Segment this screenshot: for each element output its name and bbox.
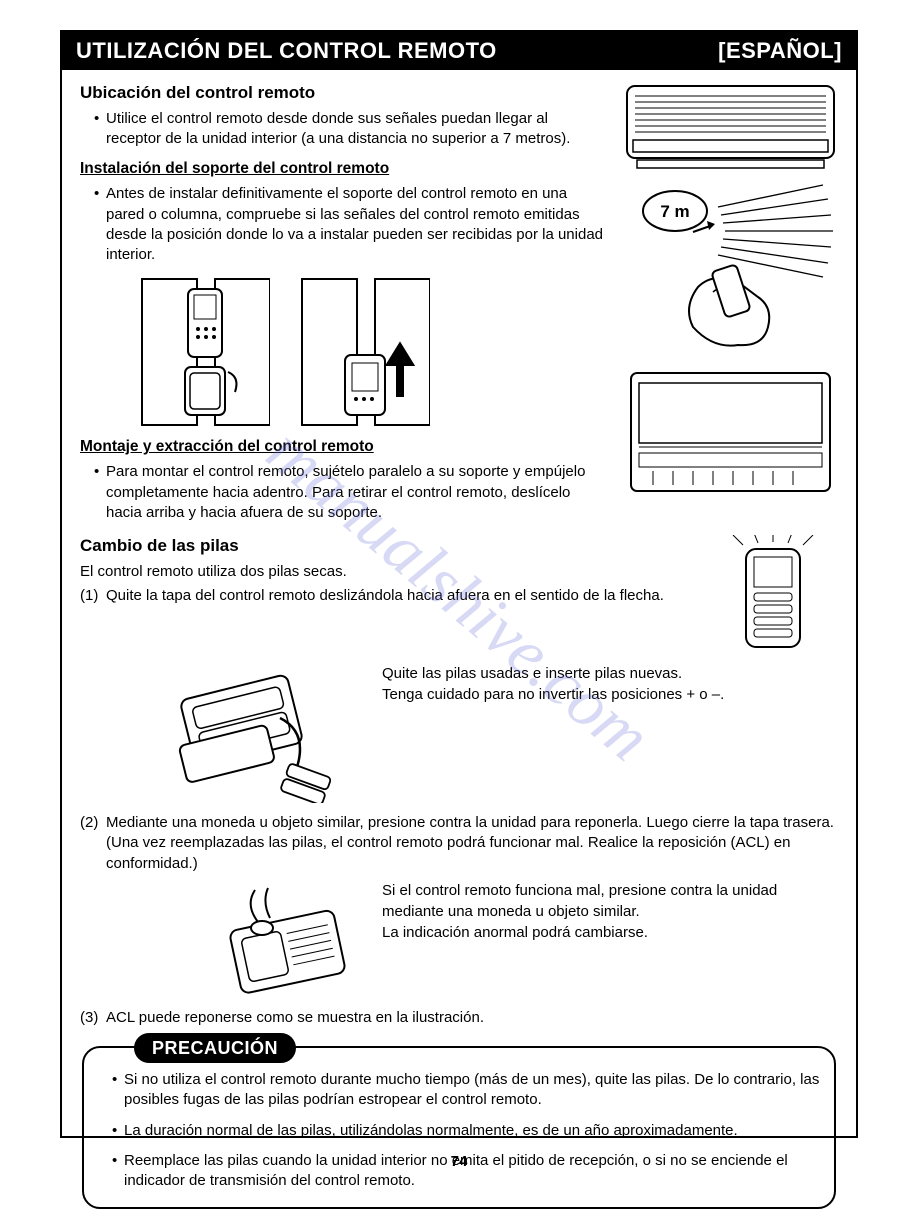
section-instalacion-title: Instalación del soporte del control remo… <box>80 159 605 180</box>
coin-reset-icon <box>210 880 360 1000</box>
header-lang: [ESPAÑOL] <box>718 38 842 64</box>
header-bar: UTILIZACIÓN DEL CONTROL REMOTO [ESPAÑOL] <box>62 32 856 70</box>
step-2: (2) Mediante una moneda u objeto similar… <box>80 813 838 874</box>
content-area: Ubicación del control remoto Utilice el … <box>62 70 856 1225</box>
coin-note-2: La indicación anormal podrá cambiarse. <box>382 922 782 943</box>
caution-bullet-2: La duración normal de las pilas, utilizá… <box>112 1121 820 1141</box>
coin-illustration-row: Si el control remoto funciona mal, presi… <box>210 880 838 1000</box>
battery-compartment-icon <box>170 663 360 803</box>
step-1-text: Quite la tapa del control remoto deslizá… <box>106 587 664 604</box>
coin-note-1: Si el control remoto funciona mal, presi… <box>382 880 782 922</box>
bracket-remove-icon <box>300 277 430 427</box>
battery-note-1: Quite las pilas usadas e inserte pilas n… <box>382 663 724 684</box>
hand-remote-signal-icon: 7 m <box>623 177 838 367</box>
page-number: 74 <box>0 1153 918 1170</box>
bracket-illustrations <box>140 277 605 427</box>
section-cambio-title: Cambio de las pilas <box>80 535 710 558</box>
small-remote-icon <box>728 535 818 655</box>
caution-label: PRECAUCIÓN <box>134 1033 296 1063</box>
step-3-num: (3) <box>80 1008 98 1028</box>
section-ubicacion-title: Ubicación del control remoto <box>80 82 605 105</box>
section-cambio-intro: El control remoto utiliza dos pilas seca… <box>80 562 710 582</box>
step-1: (1) Quite la tapa del control remoto des… <box>80 586 710 606</box>
bracket-mount-icon <box>140 277 270 427</box>
page-frame: UTILIZACIÓN DEL CONTROL REMOTO [ESPAÑOL]… <box>60 30 858 1138</box>
step-2-text: Mediante una moneda u objeto similar, pr… <box>106 814 834 872</box>
section-montaje-title: Montaje y extracción del control remoto <box>80 437 605 458</box>
distance-label: 7 m <box>660 202 689 221</box>
section-ubicacion-bullet: Utilice el control remoto desde donde su… <box>94 109 605 150</box>
step-1-num: (1) <box>80 586 98 606</box>
caution-box: PRECAUCIÓN Si no utiliza el control remo… <box>82 1046 836 1209</box>
ac-indoor-unit-icon <box>623 82 838 177</box>
header-title: UTILIZACIÓN DEL CONTROL REMOTO <box>76 38 497 64</box>
step-3: (3) ACL puede reponerse como se muestra … <box>80 1008 838 1028</box>
section-instalacion-bullet: Antes de instalar definitivamente el sop… <box>94 184 605 265</box>
section-montaje-bullet: Para montar el control remoto, sujételo … <box>94 462 605 523</box>
battery-note-2: Tenga cuidado para no invertir las posic… <box>382 684 724 705</box>
caution-bullet-1: Si no utiliza el control remoto durante … <box>112 1070 820 1111</box>
battery-illustration-row: Quite las pilas usadas e inserte pilas n… <box>170 663 838 803</box>
ac-unit-front-icon <box>623 367 838 502</box>
step-3-text: ACL puede reponerse como se muestra en l… <box>106 1009 484 1026</box>
step-2-num: (2) <box>80 813 98 833</box>
